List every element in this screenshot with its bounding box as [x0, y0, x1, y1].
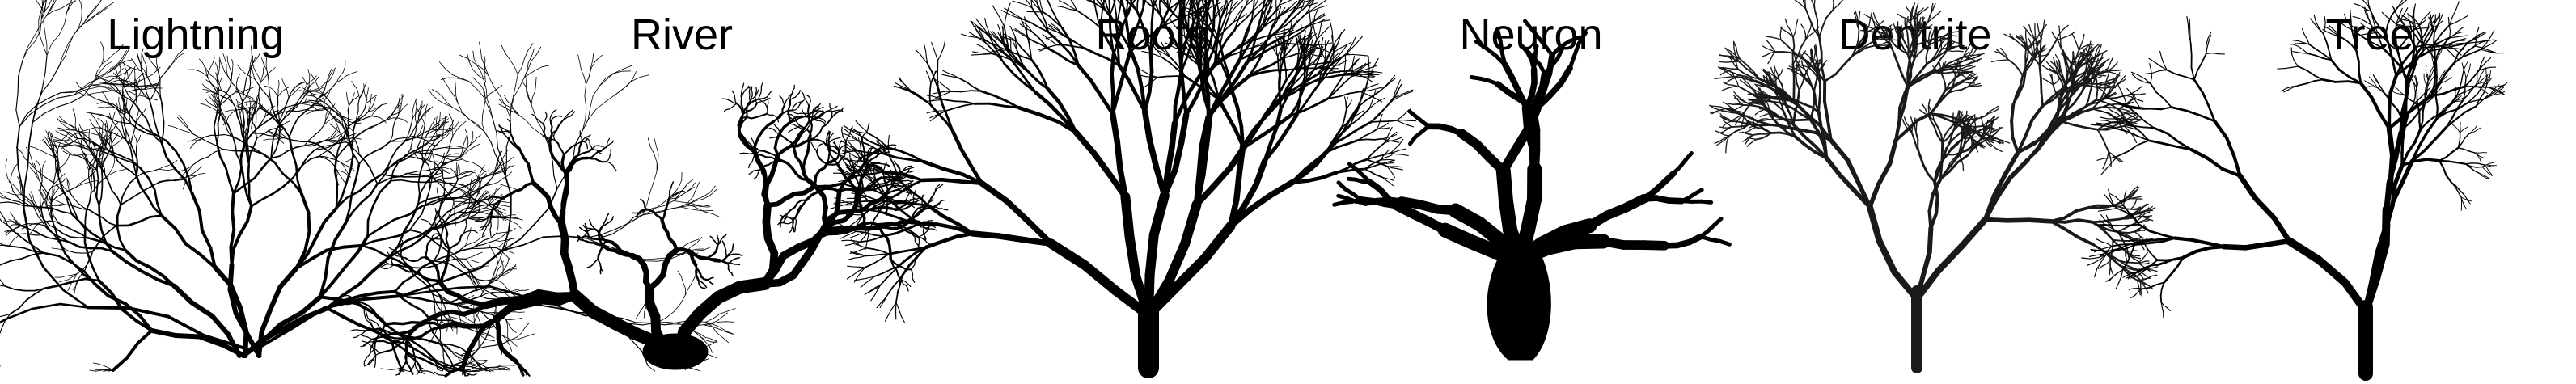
label-lightning: Lightning: [107, 11, 285, 59]
lightning-branching-icon: [0, 0, 736, 373]
label-river: River: [630, 11, 734, 59]
neuron-icon: [1332, 19, 1732, 361]
dendrite-icon: [1709, 0, 2159, 373]
roots-icon: [830, 0, 1416, 378]
label-neuron: Neuron: [1459, 11, 1603, 59]
tree-icon: [2081, 0, 2508, 381]
